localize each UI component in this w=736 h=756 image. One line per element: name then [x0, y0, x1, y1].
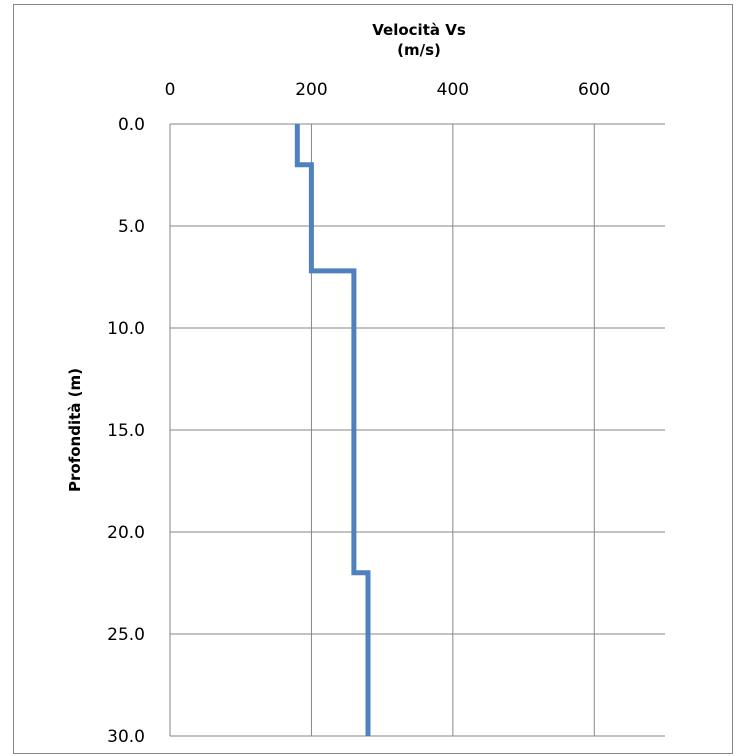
x-axis-title-line-1: Velocità Vs	[372, 21, 466, 39]
y-tick-label-0.0: 0.0	[118, 115, 145, 135]
x-axis-title-line-2: (m/s)	[397, 41, 441, 59]
chart-area	[13, 4, 733, 754]
y-tick-label-30.0: 30.0	[107, 727, 145, 747]
x-tick-label-600: 600	[578, 80, 610, 100]
x-tick-label-400: 400	[437, 80, 469, 100]
x-tick-label-0: 0	[165, 80, 176, 100]
y-tick-label-20.0: 20.0	[107, 523, 145, 543]
series-layer	[294, 124, 371, 736]
axes	[169, 123, 665, 736]
labels: 0 200 400 600 0.0 5.0 10.0 15.0 20.0 25.0 30.0 Velo…	[66, 21, 611, 747]
y-tick-label-25.0: 25.0	[107, 625, 145, 645]
y-tick-label-15.0: 15.0	[107, 421, 145, 441]
y-axis-title: Profondità (m)	[66, 368, 84, 492]
vs-profile-line-1	[294, 124, 371, 736]
grid	[170, 124, 665, 737]
x-tick-label-200: 200	[295, 80, 327, 100]
y-tick-label-5.0: 5.0	[118, 217, 145, 237]
y-tick-label-10.0: 10.0	[107, 319, 145, 339]
